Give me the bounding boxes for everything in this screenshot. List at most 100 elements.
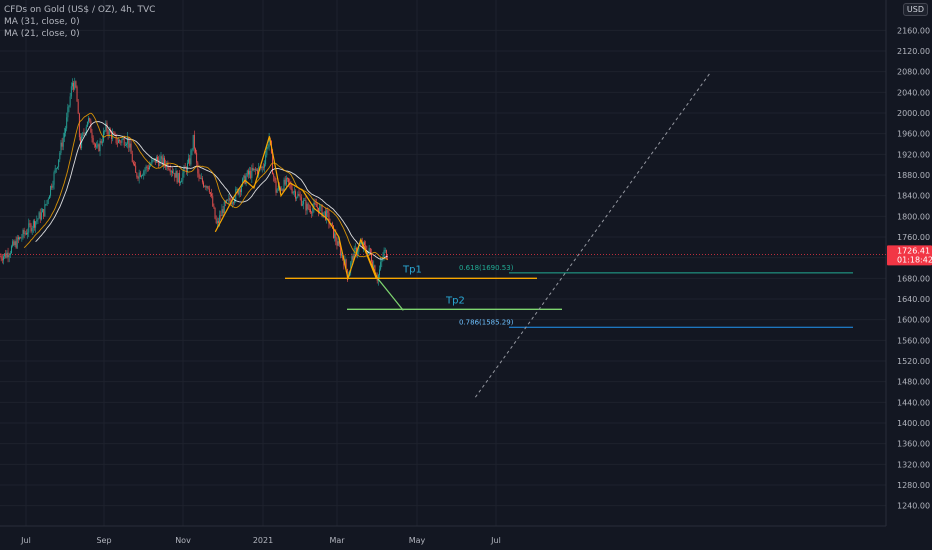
candle-body bbox=[197, 162, 199, 174]
ma31-legend: MA (31, close, 0) bbox=[4, 17, 80, 27]
price-scale[interactable] bbox=[886, 0, 932, 550]
candle-body bbox=[99, 140, 101, 152]
candle-body bbox=[339, 245, 341, 256]
candle-body bbox=[213, 206, 215, 208]
candle-body bbox=[147, 167, 149, 170]
candle-body bbox=[300, 197, 302, 206]
candle-body bbox=[387, 258, 388, 260]
candle-body bbox=[132, 162, 134, 164]
candle-body bbox=[168, 168, 170, 170]
candle-body bbox=[96, 146, 98, 148]
candle-body bbox=[131, 153, 133, 163]
candle-body bbox=[223, 201, 225, 214]
fib-0786-label: 0.786(1585.29) bbox=[459, 318, 514, 326]
x-tick-label: Nov bbox=[175, 536, 191, 545]
candle-body bbox=[15, 241, 17, 248]
candle-body bbox=[58, 159, 60, 167]
candle-body bbox=[181, 180, 183, 183]
candle-body bbox=[16, 237, 18, 248]
candle-body bbox=[145, 166, 147, 170]
candle-body bbox=[193, 134, 195, 149]
candle-body bbox=[34, 220, 35, 228]
candle-body bbox=[367, 251, 369, 255]
candle-body bbox=[106, 123, 108, 132]
candle-body bbox=[206, 186, 208, 188]
y-tick-label: 1320.00 bbox=[897, 460, 930, 469]
candle-body bbox=[135, 165, 137, 173]
candle-body bbox=[90, 120, 92, 133]
candle-body bbox=[336, 241, 338, 246]
candle-body bbox=[67, 107, 69, 118]
candle-body bbox=[184, 166, 186, 168]
candle-body bbox=[335, 233, 337, 242]
ma21-legend: MA (21, close, 0) bbox=[4, 29, 80, 39]
candle-body bbox=[210, 192, 211, 194]
y-tick-label: 1680.00 bbox=[897, 274, 930, 283]
chart-legend: CFDs on Gold (US$ / OZ), 4h, TVC MA (31,… bbox=[4, 4, 155, 40]
candle-body bbox=[237, 188, 239, 195]
candle-body bbox=[208, 188, 210, 193]
candle-body bbox=[211, 193, 213, 197]
y-tick-label: 2000.00 bbox=[897, 109, 930, 118]
candle-body bbox=[268, 137, 270, 147]
candle-body bbox=[73, 82, 75, 90]
candle-body bbox=[216, 221, 218, 224]
candle-body bbox=[108, 129, 110, 136]
projection-line-tp1[interactable] bbox=[360, 239, 379, 279]
candle-body bbox=[115, 134, 117, 143]
candle-body bbox=[40, 212, 42, 220]
fib-0618-label: 0.618(1690.53) bbox=[459, 264, 514, 272]
candle-body bbox=[204, 186, 206, 187]
candle-body bbox=[55, 168, 57, 170]
candle-body bbox=[275, 181, 277, 193]
candle-body bbox=[372, 261, 374, 268]
candle-body bbox=[265, 155, 267, 165]
candle-body bbox=[250, 170, 252, 178]
candle-body bbox=[293, 191, 295, 193]
candle-body bbox=[93, 143, 95, 145]
candle-body bbox=[312, 208, 314, 214]
candle-body bbox=[17, 237, 19, 240]
candle-body bbox=[274, 176, 276, 182]
candle-body bbox=[369, 248, 371, 254]
candle-body bbox=[53, 172, 55, 185]
candle-body bbox=[85, 126, 87, 133]
candle-body bbox=[364, 242, 365, 245]
currency-badge[interactable]: USD bbox=[902, 3, 928, 16]
y-tick-label: 1280.00 bbox=[897, 481, 930, 490]
candle-body bbox=[245, 176, 247, 184]
candle-body bbox=[128, 136, 130, 148]
candle-body bbox=[296, 197, 298, 199]
y-tick-label: 1920.00 bbox=[897, 150, 930, 159]
candle-body bbox=[188, 158, 190, 163]
candle-body bbox=[23, 230, 25, 234]
y-tick-label: 1520.00 bbox=[897, 357, 930, 366]
candle-body bbox=[353, 248, 355, 260]
candle-body bbox=[257, 169, 259, 175]
candle-body bbox=[160, 156, 162, 159]
candle-body bbox=[1, 258, 3, 261]
candle-body bbox=[305, 200, 307, 211]
candle-body bbox=[50, 186, 52, 196]
candle-body bbox=[251, 167, 253, 178]
candle-body bbox=[284, 179, 286, 185]
candle-body bbox=[345, 259, 347, 270]
candle-body bbox=[164, 157, 165, 164]
candle-body bbox=[27, 232, 29, 235]
candle-body bbox=[157, 157, 158, 161]
candle-body bbox=[203, 182, 204, 187]
candle-countdown: 01:18:42 bbox=[897, 255, 932, 264]
candle-body bbox=[84, 132, 86, 134]
candle-body bbox=[292, 191, 294, 194]
candle-body bbox=[59, 152, 61, 160]
candle-body bbox=[282, 189, 284, 192]
projection-line-tp2[interactable] bbox=[377, 277, 404, 311]
candle-body bbox=[252, 167, 254, 171]
pattern-drawing[interactable] bbox=[214, 136, 377, 281]
trendline-dashed[interactable] bbox=[474, 71, 712, 398]
candle-body bbox=[321, 205, 323, 217]
candle-body bbox=[65, 128, 66, 133]
candle-body bbox=[47, 198, 49, 201]
